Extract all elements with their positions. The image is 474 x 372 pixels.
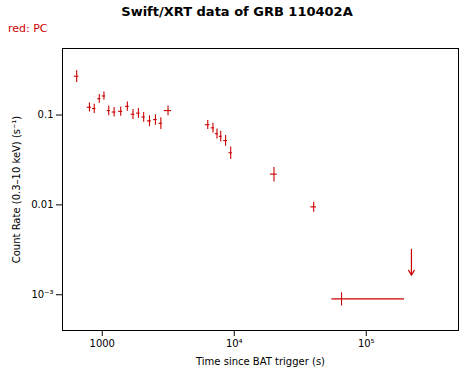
svg-text:10⁵: 10⁵ — [358, 338, 375, 349]
svg-text:10⁻³: 10⁻³ — [31, 289, 53, 300]
html-text:red: PC: red: PC — [8, 22, 48, 35]
html-text:Swift/XRT data of GRB 110402A: Swift/XRT data of GRB 110402A — [121, 4, 353, 19]
svg-text:0.1: 0.1 — [38, 109, 54, 120]
svg-text:1000: 1000 — [90, 338, 115, 349]
svg-text:0.01: 0.01 — [31, 199, 53, 210]
svg-text:Count Rate (0.3–10 keV) (s⁻¹): Count Rate (0.3–10 keV) (s⁻¹) — [11, 116, 22, 264]
svg-text:10⁴: 10⁴ — [226, 338, 243, 349]
svg-text:Time since BAT trigger (s): Time since BAT trigger (s) — [195, 356, 325, 367]
